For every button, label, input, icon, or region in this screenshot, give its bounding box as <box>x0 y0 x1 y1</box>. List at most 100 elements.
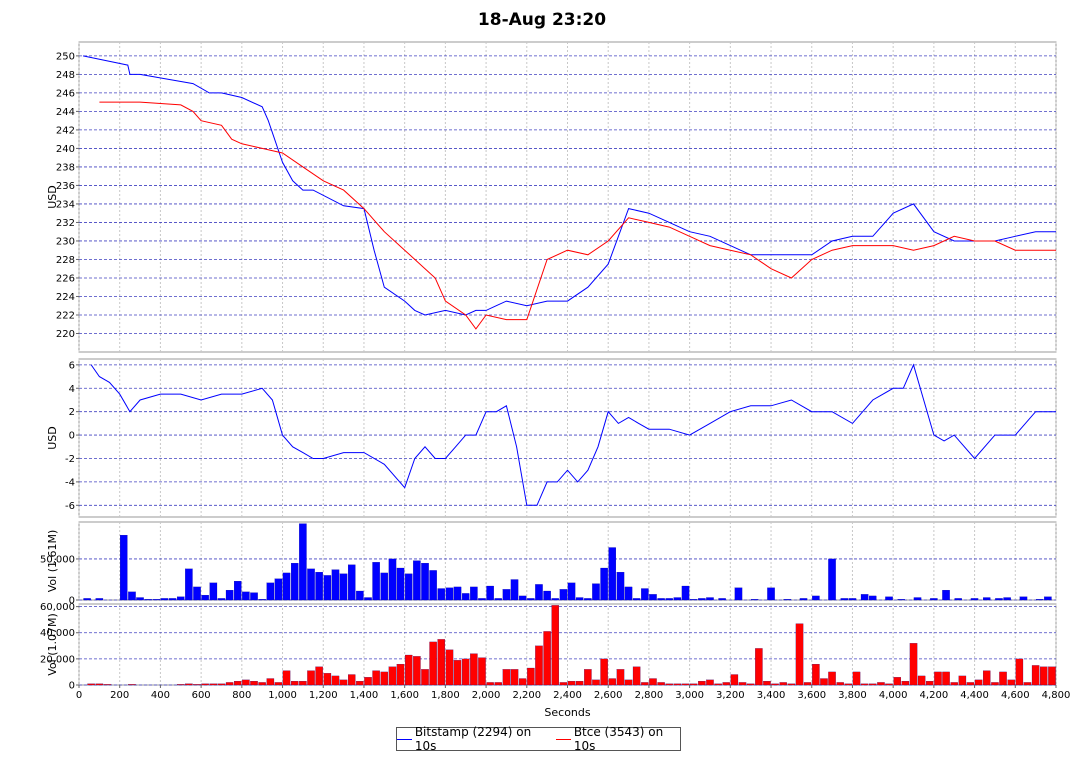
volume-bar <box>315 666 323 686</box>
volume-bar <box>462 658 470 686</box>
y-axis-label: USD <box>46 185 59 209</box>
volume-bar <box>437 639 446 686</box>
volume-bar <box>779 682 787 686</box>
volume-bar <box>950 682 958 686</box>
volume-bar <box>274 682 283 686</box>
volume-bar <box>348 564 356 601</box>
volume-bar <box>282 670 291 686</box>
volume-bar <box>250 592 258 601</box>
y-tick-label: 242 <box>56 125 75 136</box>
volume-bar <box>518 678 527 686</box>
difference-panel: -6 -4 -2 0 2 4 6 USD <box>46 358 1057 518</box>
volume-bar <box>1007 679 1015 686</box>
x-tick-label: 2,200 <box>512 690 541 701</box>
volume-bar <box>258 682 266 686</box>
y-axis-label: Vol (1.07M) <box>46 613 59 676</box>
volume-bar <box>885 683 893 686</box>
volume-bar <box>852 671 861 686</box>
volume-bar <box>600 567 608 601</box>
volume-bar <box>168 598 177 601</box>
x-tick-label: 2,800 <box>635 690 664 701</box>
volume-bar <box>1044 596 1052 601</box>
x-tick-label: 400 <box>151 690 170 701</box>
volume-bar <box>535 645 543 686</box>
volume-bar <box>803 682 812 686</box>
volume-bar <box>665 598 673 601</box>
y-tick-label: 248 <box>56 70 75 81</box>
volume-bar <box>930 598 938 601</box>
volume-bar <box>95 683 104 686</box>
volume-bar <box>144 599 152 601</box>
y-tick-label: 50,000 <box>40 554 75 565</box>
y-tick-label: 228 <box>56 255 75 266</box>
volume-bar <box>453 660 462 686</box>
volume-bar <box>934 671 942 686</box>
volume-bar <box>119 534 128 601</box>
volume-bar <box>356 590 364 601</box>
volume-bar <box>763 680 771 686</box>
legend-label-bitstamp: Bitstamp (2294) on 10s <box>414 725 532 753</box>
volume-bar <box>982 597 991 601</box>
volume-bar <box>217 683 226 686</box>
volume-bar <box>527 667 535 686</box>
x-tick-label: 2,000 <box>472 690 501 701</box>
y-tick-label: 0 <box>69 681 75 692</box>
volume-bar <box>413 560 421 601</box>
volume-bar <box>453 586 462 601</box>
volume-bar <box>543 631 551 686</box>
volume-bar <box>429 641 437 686</box>
y-tick-label: 222 <box>56 310 75 321</box>
volume-bar <box>315 571 323 601</box>
volume-bar <box>755 648 763 686</box>
volume-bar <box>649 678 657 686</box>
y-axis-label: Vol (1.61M) <box>46 530 59 593</box>
volume-bar <box>673 683 682 686</box>
y-tick-label: 60,000 <box>40 602 75 613</box>
volume-bar <box>307 568 315 601</box>
volume-bar <box>274 578 283 601</box>
x-tick-label: 2,400 <box>553 690 582 701</box>
volume-bar <box>502 589 511 601</box>
volume-bar <box>185 683 193 686</box>
volume-bar <box>657 598 665 601</box>
plot-area <box>78 41 1057 353</box>
volume-bar <box>746 683 755 686</box>
legend-label-btce: Btce (3543) on 10s <box>573 725 664 753</box>
volume-bar <box>913 597 922 601</box>
volume-bar <box>600 658 608 686</box>
volume-bar <box>991 682 999 686</box>
volume-bar <box>848 598 857 601</box>
volume-bar <box>734 587 743 601</box>
volume-bar <box>706 679 714 686</box>
x-tick-label: 3,600 <box>797 690 826 701</box>
volume-bar <box>388 558 397 601</box>
volume-bar <box>820 678 828 686</box>
volume-bar <box>909 643 918 686</box>
volume-bar <box>689 683 698 686</box>
volume-bar <box>1015 658 1024 686</box>
legend-item-bitstamp: Bitstamp (2294) on 10s <box>397 725 546 753</box>
volume-bar <box>405 573 413 601</box>
volume-bar <box>575 680 584 686</box>
volume-bar <box>323 575 332 601</box>
volume-bar <box>974 679 983 686</box>
volume-bar <box>177 596 185 601</box>
volume-bar <box>299 680 307 686</box>
volume-bar <box>868 595 877 601</box>
volume-bar <box>641 682 649 686</box>
x-tick-label: 4,200 <box>920 690 949 701</box>
volume-bar <box>958 675 967 686</box>
volume-bar <box>291 680 299 686</box>
volume-bar <box>844 683 853 686</box>
volume-bar <box>348 674 356 686</box>
volume-bar <box>551 598 559 601</box>
x-tick-label: 4,400 <box>960 690 989 701</box>
volume-bar <box>1039 666 1048 686</box>
volume-bar <box>877 682 885 686</box>
volume-bar <box>860 594 869 601</box>
volume-bar <box>234 580 242 601</box>
x-tick-label: 4,800 <box>1042 690 1071 701</box>
x-tick-label: 1,200 <box>309 690 338 701</box>
volume-bar <box>942 589 950 601</box>
volume-bar <box>575 597 584 601</box>
